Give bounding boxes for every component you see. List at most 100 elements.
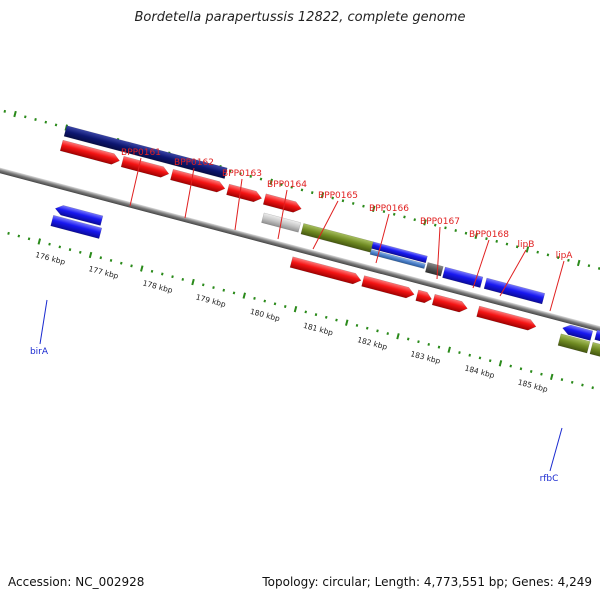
gene-callout: rfbC (540, 427, 563, 484)
tick-mark (519, 367, 523, 371)
genome-summary-text: Topology: circular; Length: 4,773,551 bp… (262, 575, 592, 589)
gene-label: BPP0163 (222, 169, 262, 179)
accession-text: Accession: NC_002928 (8, 575, 145, 589)
tick-mark (468, 353, 472, 357)
tick-mark (17, 234, 21, 238)
callout-layer: BPP0161 BPP0162 BPP0163 BPP0164 BPP0165 BPP01… (30, 148, 573, 484)
tick-mark (529, 370, 533, 373)
tick-mark (191, 278, 195, 286)
callout-line (499, 249, 527, 297)
callout-line (472, 239, 490, 289)
tick-mark (263, 299, 267, 303)
tick-mark (78, 250, 82, 254)
tick-mark (540, 372, 543, 376)
gene-feature (262, 193, 302, 213)
tick-mark (48, 242, 51, 246)
gene-label: BPP0165 (318, 191, 358, 201)
callout-line (549, 260, 565, 312)
gene-label: BPP0161 (121, 148, 161, 158)
tick-mark (293, 306, 298, 313)
gene-feature (369, 249, 426, 269)
tick-mark (253, 296, 256, 300)
tick-mark (570, 380, 574, 384)
gene-feature (170, 169, 226, 193)
tick-mark (314, 313, 318, 317)
tick-mark (259, 177, 263, 181)
tick-mark (515, 245, 519, 249)
tick-mark (591, 386, 594, 390)
tick-mark (392, 212, 396, 216)
tick-mark (556, 256, 560, 260)
tick-mark (324, 315, 328, 319)
tick-mark (228, 169, 232, 173)
tick-mark (488, 359, 492, 363)
callout-line (184, 167, 195, 219)
tick-mark (13, 110, 17, 118)
gene-feature (557, 333, 591, 354)
gene-callout: birA (30, 299, 49, 357)
tick-mark (54, 123, 58, 127)
tick-mark (478, 356, 482, 360)
tick-mark (27, 237, 31, 241)
callout-line (129, 157, 142, 207)
tick-mark (109, 259, 113, 262)
gene-feature (415, 289, 432, 304)
tick-row-inner (7, 231, 594, 390)
gene-label: lipB (518, 240, 535, 250)
tick-mark (447, 346, 451, 353)
kbp-label: 179 kbp (195, 292, 227, 309)
tick-mark (458, 351, 461, 354)
tick-mark (201, 283, 205, 287)
kbp-label: 177 kbp (88, 264, 120, 281)
tick-mark (485, 237, 488, 241)
tick-mark (160, 272, 164, 276)
tick-mark (536, 250, 539, 254)
gene-label: BPP0168 (469, 230, 509, 240)
gene-feature (431, 294, 468, 313)
map-title: Bordetella parapertussis 12822, complete… (134, 10, 466, 25)
tick-mark (362, 204, 365, 208)
gene-callout: BPP0168 (469, 230, 509, 289)
gene-label: rfbC (540, 474, 559, 484)
gene-callout: BPP0165 (312, 191, 358, 250)
tick-mark (576, 259, 581, 267)
kbp-label: 181 kbp (302, 321, 334, 338)
gene-label: BPP0162 (174, 158, 214, 168)
gene-callout: lipA (549, 251, 573, 312)
gene-feature (483, 277, 546, 305)
tick-mark (365, 326, 369, 330)
gene-label: BPP0166 (369, 204, 409, 214)
tick-mark (283, 305, 287, 308)
kbp-label: 183 kbp (410, 349, 442, 366)
kbp-label: 178 kbp (142, 278, 174, 295)
tick-mark (345, 319, 349, 326)
gene-feature (120, 155, 170, 178)
tick-mark (413, 218, 417, 222)
tick-mark (280, 183, 283, 186)
gene-callout: BPP0164 (267, 180, 307, 240)
tick-mark (587, 264, 591, 268)
tick-mark (300, 188, 304, 192)
tick-mark (99, 256, 103, 260)
gene-callout: BPP0163 (222, 169, 262, 231)
tick-mark (119, 261, 123, 265)
gene-feature (226, 183, 263, 203)
tick-mark (474, 232, 478, 240)
tick-mark (464, 231, 468, 235)
tick-mark (498, 360, 503, 367)
gene-feature (361, 275, 415, 299)
callout-line (234, 178, 243, 231)
tick-mark (567, 258, 570, 262)
tick-mark (290, 185, 294, 189)
tick-mark (454, 229, 458, 232)
tick-mark (427, 342, 431, 346)
gene-feature (442, 266, 484, 288)
tick-mark (509, 364, 513, 368)
tick-mark (249, 174, 253, 178)
callout-line (436, 226, 441, 280)
gene-feature (371, 241, 428, 264)
callout-line (375, 213, 390, 264)
tick-mark (376, 329, 379, 333)
gene-callout: BPP0161 (121, 148, 161, 207)
